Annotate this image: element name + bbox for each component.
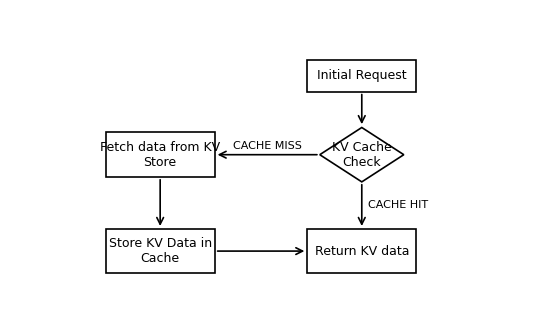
Polygon shape — [320, 127, 404, 182]
Text: KV Cache
Check: KV Cache Check — [332, 141, 392, 169]
Text: CACHE MISS: CACHE MISS — [233, 141, 302, 151]
Text: CACHE HIT: CACHE HIT — [368, 200, 428, 210]
Text: Return KV data: Return KV data — [314, 245, 409, 257]
FancyBboxPatch shape — [106, 229, 215, 273]
Text: Store KV Data in
Cache: Store KV Data in Cache — [108, 237, 212, 265]
FancyBboxPatch shape — [106, 133, 215, 177]
FancyBboxPatch shape — [307, 229, 416, 273]
Text: Initial Request: Initial Request — [317, 69, 406, 82]
FancyBboxPatch shape — [307, 59, 416, 92]
Text: Fetch data from KV
Store: Fetch data from KV Store — [100, 141, 220, 169]
